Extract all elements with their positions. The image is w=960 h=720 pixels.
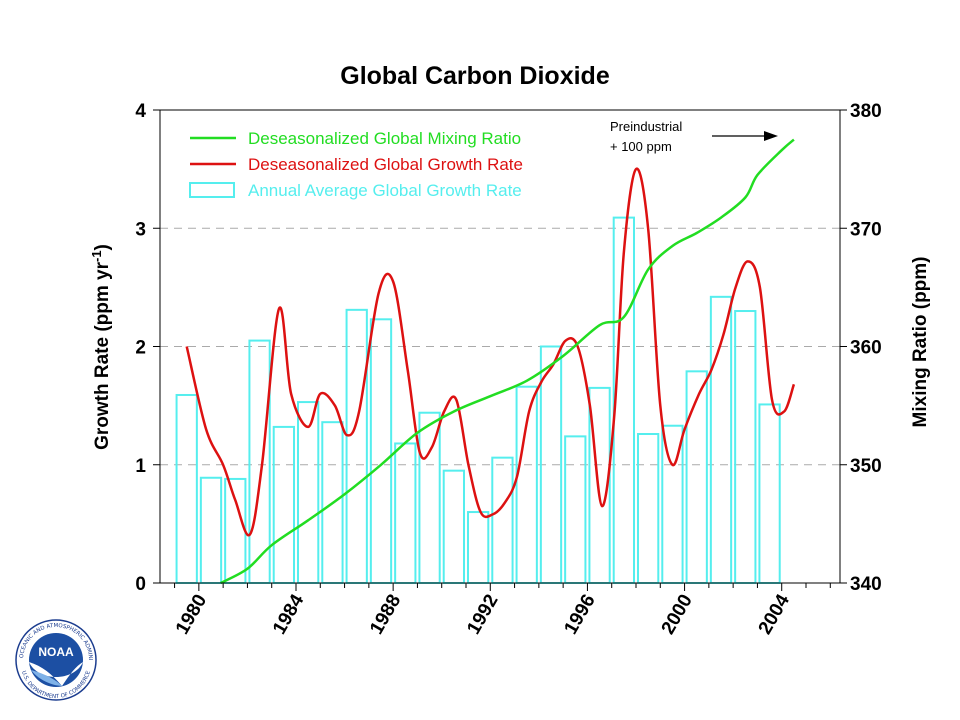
noaa-logo: NATIONAL OCEANIC AND ATMOSPHERIC ADMINIS… [15,619,97,701]
left-tick-label: 1 [135,456,146,477]
bar-annual-growth [758,403,781,584]
x-axis: 1980 1984 1988 1992 1996 2000 2004 [172,583,831,638]
bar-annual-growth [685,370,708,584]
right-tick-label: 340 [850,574,882,595]
bar-annual-growth [297,401,320,585]
bar-annual-growth [369,318,393,584]
bar-annual-growth [734,310,757,584]
logo-bird-icon [29,662,83,686]
bar-annual-growth [199,476,223,585]
legend-label-growth-rate: Deseasonalized Global Growth Rate [248,155,523,174]
annotation-arrow-head [764,131,778,141]
legend-label-annual-bars: Annual Average Global Growth Rate [248,181,522,200]
left-tick-label: 0 [135,574,146,595]
x-tick-label: 2000 [658,591,697,638]
chart-title: Global Carbon Dioxide [340,62,610,90]
x-tick-label: 1996 [560,591,599,638]
growth-rate-line [185,167,796,537]
left-tick-label: 4 [135,101,146,122]
x-tick-label: 1984 [269,591,309,638]
line-series [185,138,796,585]
annotation-line-1: Preindustrial [610,119,682,134]
right-tick-label: 380 [850,101,882,122]
bar-annual-growth [637,433,660,584]
legend-label-mixing-ratio: Deseasonalized Global Mixing Ratio [248,129,521,148]
left-tick-label: 2 [135,338,146,359]
x-tick-label: 2004 [755,591,795,638]
bar-annual-growth [467,511,490,584]
annotation-line-2: + 100 ppm [610,139,672,154]
mixing-ratio-line [220,138,795,585]
logo-wave-icon [31,670,62,686]
left-axis: 0 1 2 3 4 [135,101,160,595]
bar-annual-growth [345,308,368,584]
right-tick-label: 360 [850,338,882,359]
preindustrial-annotation: Preindustrial + 100 ppm [610,119,778,154]
grid-lines [160,227,840,466]
right-axis: 340 350 360 370 380 [840,101,882,595]
bar-annual-growth [491,456,514,584]
bar-annual-growth [442,469,466,585]
bar-annual-growth [224,477,247,584]
bar-annual-growth [248,339,271,584]
bar-annual-growth [564,435,587,584]
legend: Deseasonalized Global Mixing Ratio Desea… [189,129,523,200]
right-axis-label: Mixing Ratio (ppm) [910,257,931,428]
bar-annual-growth [175,393,198,585]
left-tick-label: 3 [135,219,146,240]
right-tick-label: 350 [850,456,882,477]
x-tick-label: 1980 [172,591,211,638]
legend-swatch-annual-bars [189,182,235,198]
right-tick-label: 370 [850,219,882,240]
bar-annual-growth [612,216,636,584]
left-axis-label: Growth Rate (ppm yr-1) [89,244,113,450]
x-tick-label: 1992 [463,591,502,638]
x-tick-label: 1988 [366,591,405,638]
logo-wordmark: NOAA [38,645,74,659]
bar-annual-growth [515,385,538,584]
bar-annual-growth [272,425,296,584]
